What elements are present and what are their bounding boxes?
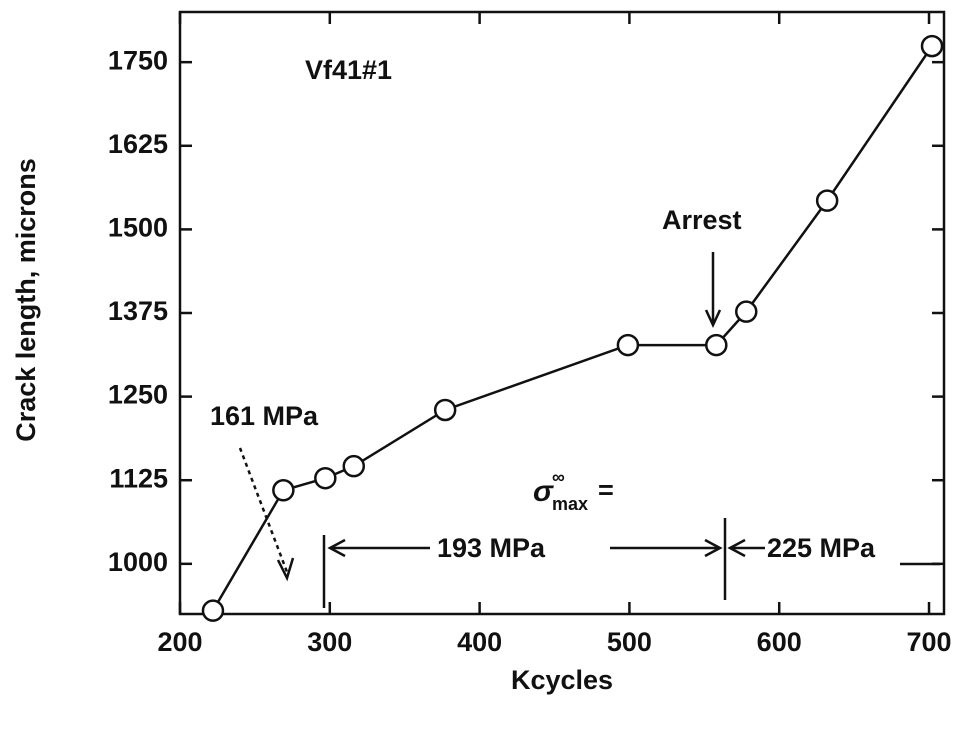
x-tick-label: 200 xyxy=(157,627,202,657)
data-point xyxy=(201,599,225,622)
annotation: σ xyxy=(533,475,554,508)
arrowhead xyxy=(704,309,722,328)
y-tick-label: 1500 xyxy=(108,213,168,243)
data-point xyxy=(272,479,295,502)
x-tick-label: 400 xyxy=(457,627,502,657)
data-line xyxy=(211,45,934,612)
x-axis-label: Kcycles xyxy=(511,665,613,695)
y-tick-label: 1375 xyxy=(108,296,168,326)
annotation: = xyxy=(598,475,614,505)
arrowhead xyxy=(704,538,723,558)
y-tick-label: 1625 xyxy=(108,129,168,159)
annotation: ∞ xyxy=(552,467,565,487)
annotation: max xyxy=(552,494,588,514)
annotation: 193 MPa xyxy=(437,533,546,563)
annotation: 225 MPa xyxy=(767,533,876,563)
data-point xyxy=(433,398,457,422)
x-tick-label: 500 xyxy=(607,627,652,657)
arrowhead xyxy=(327,538,346,558)
series-label: Vf41#1 xyxy=(305,55,392,85)
x-tick-label: 600 xyxy=(757,627,802,657)
y-axis-label: Crack length, microns xyxy=(11,158,41,442)
data-point xyxy=(342,454,366,478)
annotation: 161 MPa xyxy=(210,401,319,431)
data-point xyxy=(314,466,337,490)
arrow xyxy=(238,447,289,573)
x-tick-label: 300 xyxy=(307,627,352,657)
data-point xyxy=(815,189,839,212)
data-point xyxy=(705,333,728,357)
annotation: Arrest xyxy=(662,205,742,235)
data-point xyxy=(735,300,758,323)
y-tick-label: 1125 xyxy=(109,463,168,493)
arrowhead xyxy=(276,557,295,582)
data-point xyxy=(920,34,944,58)
y-tick-label: 1000 xyxy=(108,547,168,577)
arrowhead xyxy=(727,538,746,558)
plot-frame xyxy=(178,10,946,616)
y-tick-label: 1750 xyxy=(108,45,168,75)
x-tick-label: 700 xyxy=(906,627,951,657)
data-point xyxy=(616,333,640,357)
y-tick-label: 1250 xyxy=(108,380,168,410)
